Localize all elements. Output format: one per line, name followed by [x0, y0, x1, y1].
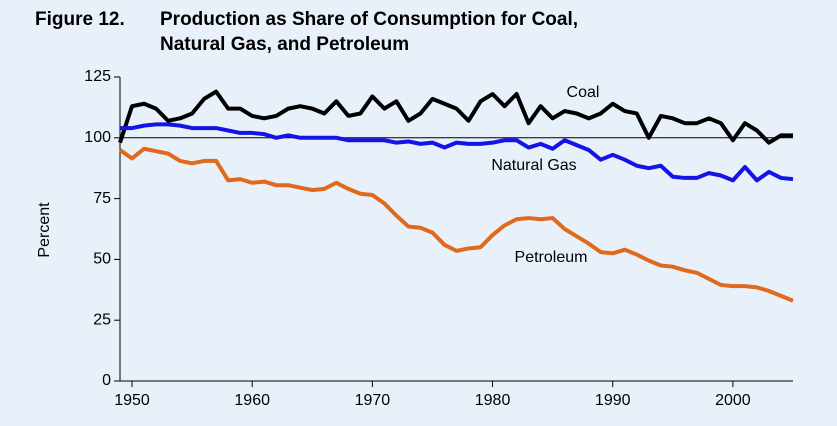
chart-title: Natural Gas, and Petroleum: [160, 34, 409, 55]
y-tick-label: 25: [93, 311, 111, 328]
series-line: [118, 146, 794, 303]
series-line: [120, 122, 794, 183]
series-line: [118, 89, 793, 145]
x-tick-label: 1960: [234, 392, 270, 409]
x-tick-label: 1950: [114, 392, 150, 409]
x-tick-label: 1990: [595, 392, 631, 409]
y-tick-label: 0: [102, 372, 111, 389]
y-tick-label: 50: [93, 251, 111, 268]
y-tick-label: 100: [84, 129, 111, 146]
y-tick-label: 125: [84, 68, 111, 85]
line-label: Petroleum: [515, 249, 588, 266]
figure-label: Figure 12.: [35, 9, 125, 30]
x-tick-label: 1980: [475, 392, 511, 409]
x-tick-label: 1970: [355, 392, 391, 409]
y-axis-label: Percent: [36, 202, 53, 258]
y-tick-label: 75: [93, 190, 111, 207]
line-label: Natural Gas: [491, 157, 576, 174]
chart-title: Production as Share of Consumption for C…: [160, 9, 578, 30]
x-tick-label: 2000: [715, 392, 751, 409]
line-label: Coal: [567, 84, 600, 101]
